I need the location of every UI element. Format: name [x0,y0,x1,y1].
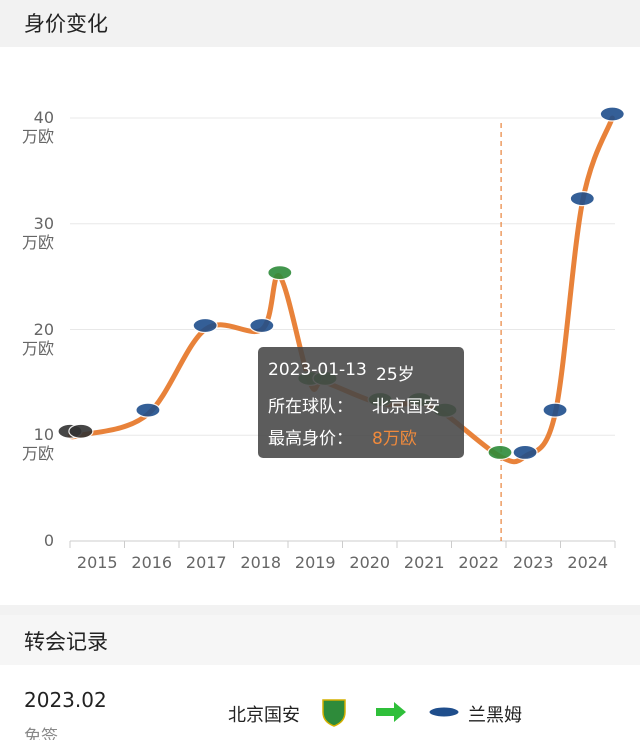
tooltip-date: 2023-01-13 [268,360,367,380]
tooltip-team-label: 所在球队： [268,397,353,417]
plot [57,106,625,548]
point-badge [267,265,293,281]
transfer-date: 2023.02 [24,688,107,712]
x-tick-label: 2018 [240,553,282,572]
transfer-icons [322,699,460,727]
tooltip-value: 8万欧 [372,429,417,449]
section-bg [0,615,640,665]
point-badge [249,317,275,334]
header-bg [0,0,640,47]
x-tick-label: 2022 [458,553,500,572]
y-tick-label: 10 万欧 [21,425,54,464]
x-tick-label: 2024 [567,553,609,572]
point-badge [569,191,595,207]
header-title: 身价变化 [24,12,108,36]
tooltip-age: 25岁 [376,365,415,385]
transfer-from: 北京国安 [228,705,300,726]
y-tick-label: 40 万欧 [21,108,54,146]
point-badge [135,402,161,418]
y-tick-label: 30 万欧 [21,213,54,252]
x-tick-label: 2017 [185,553,227,572]
x-tick-label: 2015 [76,553,118,572]
tooltip-bg [258,347,464,458]
transfer-to: 兰黑姆 [468,705,522,726]
tooltip-team: 北京国安 [372,397,440,417]
point-badge [68,423,94,439]
point-badge [599,106,625,122]
section-title: 转会记录 [24,630,108,654]
point-badge [542,402,568,418]
x-tick-label: 2023 [512,553,554,572]
x-tick-label: 2020 [349,553,391,572]
point-badge [487,444,513,460]
x-tick-label: 2019 [294,553,336,572]
x-tick-label: 2021 [403,553,445,572]
point-badge [192,317,218,334]
x-tick-label: 2016 [131,553,173,572]
y-tick-label: 0 [43,531,54,550]
arrow [376,702,406,722]
point-badge [512,444,538,460]
divider [0,605,640,615]
y-tick-label: 20 万欧 [21,319,54,358]
club-badge [322,699,346,727]
club-badge [428,706,460,718]
transfer-type: 免签 [24,727,58,740]
tooltip-value-label: 最高身价： [268,429,353,449]
